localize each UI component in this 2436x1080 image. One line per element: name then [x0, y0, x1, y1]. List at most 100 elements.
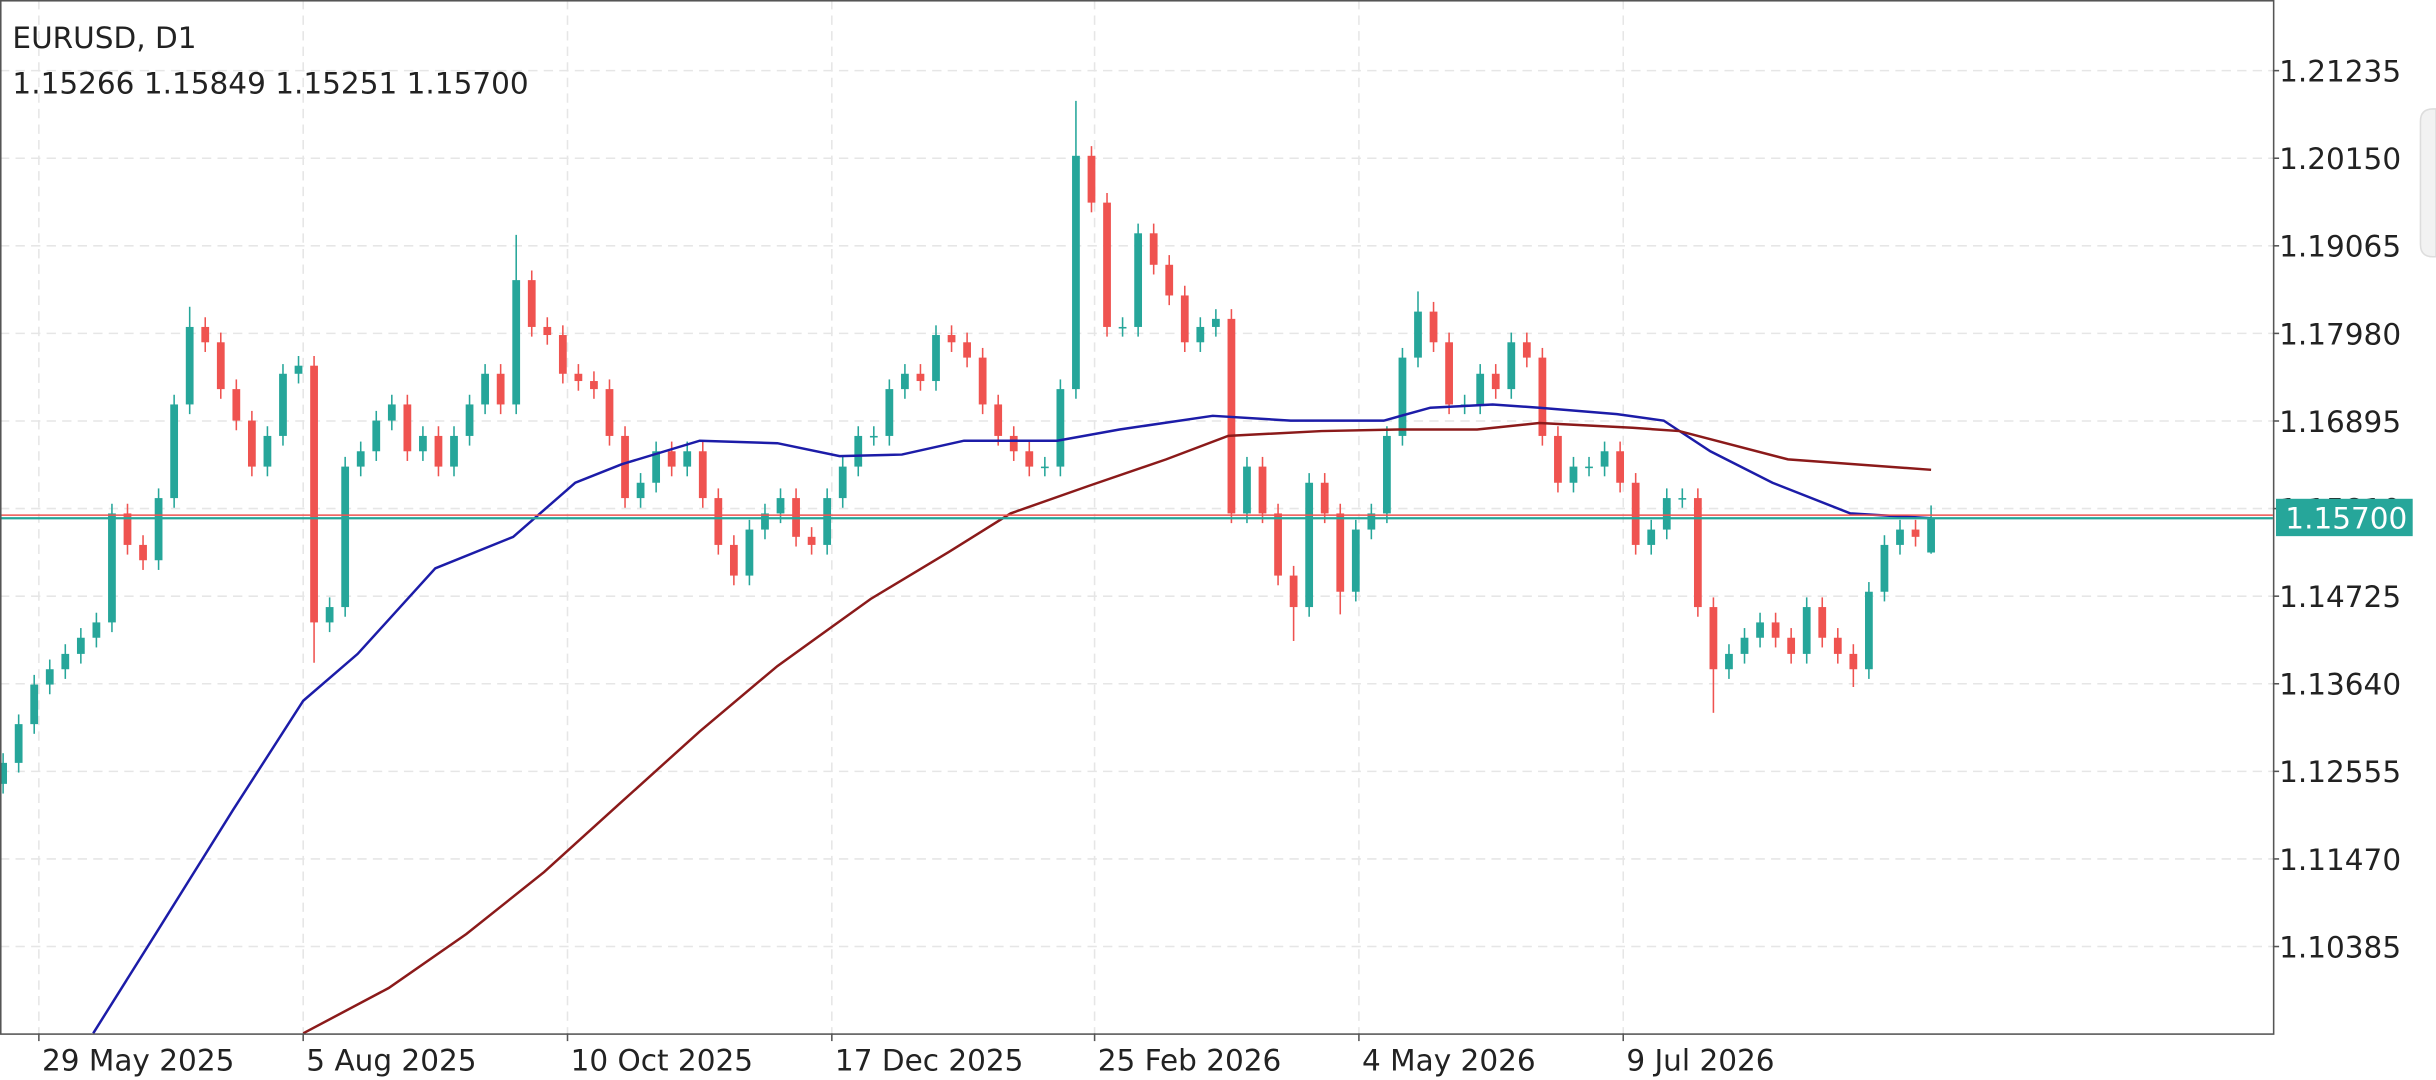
- candle-body: [450, 435, 458, 467]
- candle-body: [1040, 466, 1049, 469]
- candle-body: [201, 326, 210, 343]
- candle-body: [76, 637, 85, 654]
- candle-body: [916, 373, 925, 382]
- candle-body: [1320, 482, 1329, 514]
- candle-body: [1165, 264, 1174, 296]
- candle-body: [1087, 155, 1096, 203]
- candle-body: [823, 498, 832, 545]
- candle-body: [667, 451, 676, 467]
- candle-body: [558, 335, 567, 374]
- candle-body: [1802, 607, 1811, 654]
- candle-body: [1149, 233, 1158, 265]
- candle-body: [1631, 482, 1640, 545]
- candle-body: [465, 404, 474, 436]
- y-tick-label: 1.12555: [2279, 755, 2401, 789]
- candle-body: [1056, 389, 1065, 467]
- candle-body: [1196, 326, 1205, 343]
- candle-body: [1740, 637, 1749, 654]
- candle-body: [1367, 513, 1376, 530]
- candle-body: [1569, 466, 1578, 483]
- candle-body: [574, 373, 583, 382]
- candle-body: [1693, 498, 1702, 608]
- candle-body: [170, 404, 179, 499]
- candle-body: [1414, 311, 1422, 358]
- candle-body: [978, 357, 987, 405]
- y-tick-label: 1.19065: [2279, 230, 2401, 264]
- candle-body: [1787, 637, 1796, 654]
- candle-body: [1445, 342, 1453, 405]
- candle-body: [1585, 466, 1593, 469]
- candle-body: [1647, 529, 1656, 545]
- candle-body: [45, 669, 54, 685]
- close-value: 1.15700: [407, 66, 529, 100]
- candle-body: [1211, 318, 1220, 327]
- side-tab[interactable]: [2419, 108, 2436, 258]
- candle-body: [621, 435, 629, 499]
- candle-body: [1507, 342, 1516, 390]
- x-tick-label: 29 May 2025: [42, 1044, 234, 1078]
- candle-body: [1554, 435, 1562, 483]
- x-tick-label: 4 May 2026: [1362, 1044, 1536, 1078]
- candle-body: [1911, 529, 1920, 537]
- candle-body: [994, 404, 1003, 436]
- candle-body: [1398, 357, 1407, 436]
- candle-body: [1662, 498, 1671, 530]
- candle-body: [1134, 233, 1143, 327]
- candle-body: [652, 451, 661, 483]
- candle-body: [932, 335, 940, 382]
- ohlc-readout: 1.15266 1.15849 1.15251 1.15700: [12, 66, 528, 100]
- candle-body: [92, 622, 101, 638]
- candle-body: [698, 451, 707, 499]
- candle-body: [947, 335, 956, 343]
- low-value: 1.15251: [275, 66, 397, 100]
- candle-body: [605, 389, 614, 436]
- candle-body: [1258, 466, 1267, 514]
- candle-body: [729, 544, 738, 576]
- chart-title: EURUSD, D1: [12, 21, 196, 55]
- high-value: 1.15849: [144, 66, 266, 100]
- candle-body: [854, 435, 863, 467]
- candle-body: [901, 373, 909, 390]
- candle-body: [1600, 451, 1609, 467]
- candle-body: [1243, 466, 1251, 514]
- candle-body: [1880, 544, 1889, 592]
- candle-body: [14, 724, 23, 763]
- candle-body: [1476, 373, 1485, 405]
- candle-body: [185, 326, 194, 405]
- candle-body: [1274, 513, 1282, 576]
- candle-body: [216, 342, 225, 390]
- candle-body: [419, 435, 427, 452]
- candle-body: [1009, 435, 1018, 452]
- candle-body: [714, 498, 723, 545]
- candle-body: [1833, 637, 1842, 654]
- candle-body: [325, 607, 334, 623]
- candle-body: [869, 435, 878, 438]
- moving-average-line: [92, 403, 1932, 1034]
- grid: [0, 0, 2273, 1034]
- candle-body: [636, 482, 645, 499]
- candle-body: [61, 653, 70, 670]
- y-tick-label: 1.21235: [2279, 55, 2401, 89]
- candle-body: [356, 451, 365, 467]
- candle-body: [590, 381, 598, 390]
- plot-frame: [0, 0, 2275, 1035]
- candle-body: [1289, 575, 1298, 608]
- candle-body: [1351, 529, 1360, 592]
- candle-body: [372, 420, 381, 452]
- x-tick-label: 5 Aug 2025: [306, 1044, 476, 1078]
- candle-body: [838, 466, 847, 499]
- candle-body: [1522, 342, 1531, 358]
- candle-body: [0, 762, 7, 784]
- x-tick-label: 17 Dec 2025: [835, 1044, 1023, 1078]
- candle-body: [1616, 451, 1625, 483]
- candle-body: [807, 536, 816, 545]
- candle-body: [481, 373, 489, 405]
- candle-body: [1429, 311, 1438, 343]
- candle-body: [30, 684, 39, 725]
- candle-body: [1865, 591, 1873, 670]
- candle-body: [232, 389, 241, 421]
- marks: [0, 100, 2273, 1035]
- candle-body: [1491, 373, 1500, 390]
